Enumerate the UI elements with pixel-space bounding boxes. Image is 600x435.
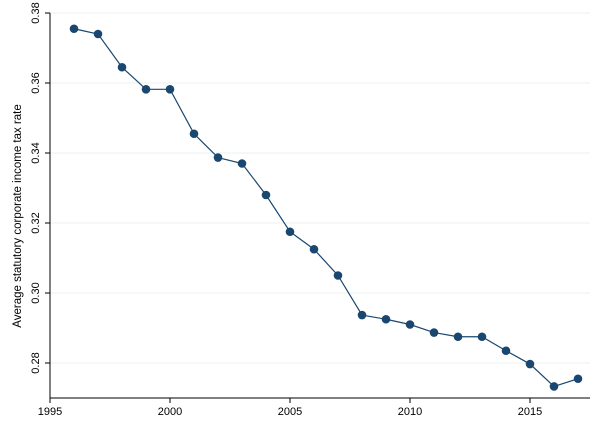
- data-point: [189, 129, 199, 139]
- y-tick-label: 0.38: [30, 2, 42, 23]
- data-point: [117, 62, 127, 72]
- y-tick-label: 0.28: [30, 352, 42, 373]
- data-point: [453, 332, 463, 342]
- data-point: [381, 314, 391, 324]
- data-point: [93, 29, 103, 39]
- data-point: [69, 24, 79, 34]
- data-point: [237, 159, 247, 168]
- y-tick-label: 0.30: [30, 282, 42, 303]
- data-point: [501, 346, 511, 356]
- data-point: [213, 153, 223, 162]
- data-point: [141, 85, 151, 94]
- x-tick-label: 2000: [158, 406, 182, 418]
- data-point: [357, 310, 367, 320]
- data-point: [309, 244, 319, 254]
- data-point: [165, 85, 175, 94]
- x-tick-label: 2005: [278, 406, 302, 418]
- data-point: [477, 332, 487, 342]
- axes: [49, 13, 590, 399]
- ticks: 0.28 0.30 0.32 0.34 0.36 0.38 1995 2000 2005 2010…: [30, 2, 542, 418]
- y-tick-label: 0.32: [30, 212, 42, 233]
- series: [69, 24, 583, 391]
- x-tick-label: 2010: [398, 406, 422, 418]
- gridlines: [50, 12, 590, 364]
- data-point: [261, 190, 271, 200]
- data-point: [549, 382, 559, 391]
- y-tick-label: 0.34: [30, 142, 42, 163]
- data-point: [429, 328, 439, 337]
- data-point: [573, 374, 583, 384]
- data-point: [525, 359, 535, 369]
- data-point: [285, 227, 295, 237]
- y-tick-label: 0.36: [30, 72, 42, 93]
- series-line: [73, 28, 579, 388]
- x-tick-label: 1995: [38, 406, 62, 418]
- data-point: [405, 320, 415, 329]
- x-tick-label: 2015: [518, 406, 542, 418]
- data-point: [333, 271, 343, 280]
- y-axis-title: Average statutory corporate income tax r…: [12, 104, 24, 328]
